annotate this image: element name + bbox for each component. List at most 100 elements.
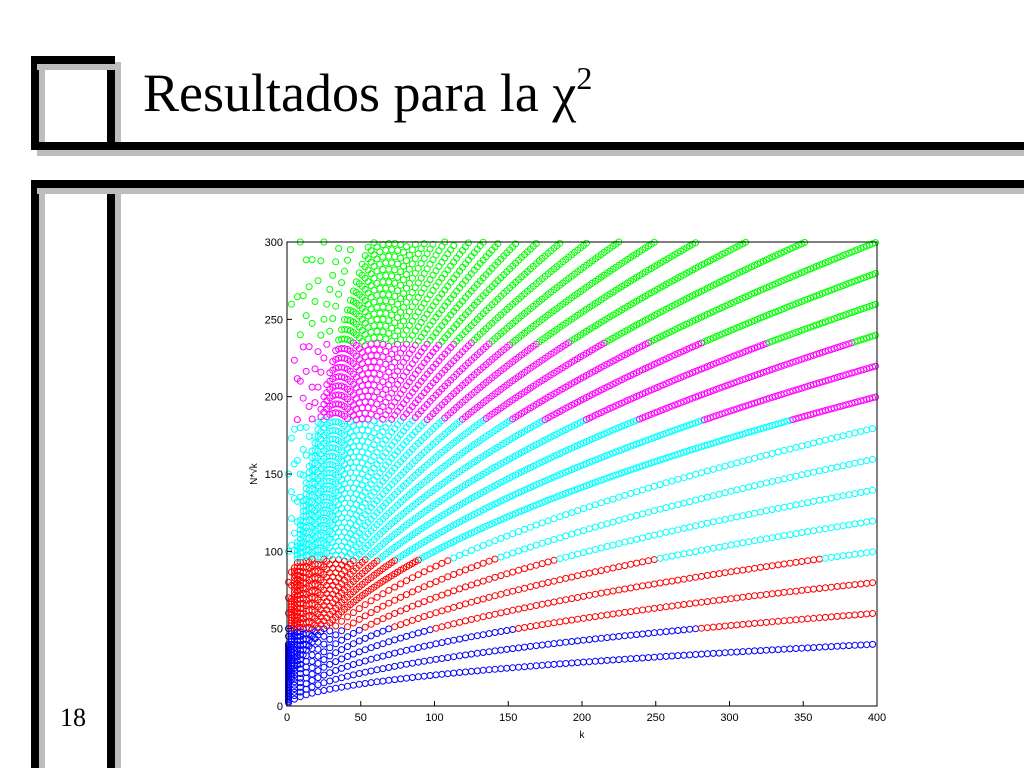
data-point: [405, 265, 413, 273]
data-point: [438, 670, 446, 678]
data-point: [358, 260, 366, 268]
data-point: [745, 538, 753, 546]
data-point: [394, 381, 402, 388]
data-point: [432, 655, 440, 663]
data-point: [317, 257, 325, 265]
data-point: [287, 300, 295, 308]
data-point: [423, 280, 431, 288]
data-point: [379, 378, 387, 386]
data-point: [320, 354, 328, 362]
data-point: [863, 518, 871, 526]
data-point: [727, 514, 735, 522]
data-point: [314, 383, 322, 391]
data-point: [408, 331, 416, 339]
data-point: [830, 315, 838, 323]
x-tick-label: 200: [573, 712, 591, 724]
data-point: [821, 613, 829, 621]
data-point: [320, 393, 328, 401]
data-point: [388, 389, 396, 397]
data-point: [774, 533, 782, 541]
data-point: [367, 632, 375, 640]
data-point: [509, 606, 517, 614]
data-point: [739, 512, 747, 520]
data-point: [308, 319, 316, 327]
data-point: [727, 622, 735, 629]
data-point: [414, 571, 422, 579]
data-point: [473, 579, 481, 587]
data-point: [361, 252, 369, 260]
data-point: [329, 573, 337, 581]
data-point: [585, 636, 593, 644]
data-point: [385, 651, 393, 659]
data-point: [644, 557, 652, 565]
data-point: [833, 493, 841, 501]
data-point: [621, 515, 629, 523]
data-point: [568, 595, 576, 603]
data-point: [715, 464, 723, 472]
data-point: [332, 400, 340, 408]
data-point: [597, 589, 605, 597]
data-point: [786, 502, 794, 510]
data-point: [816, 438, 823, 445]
data-point: [839, 492, 847, 500]
data-point: [792, 357, 800, 365]
series-N-15: [285, 239, 879, 687]
data-point: [314, 348, 322, 356]
data-point: [854, 307, 862, 314]
data-point: [721, 542, 729, 550]
data-point: [349, 661, 357, 668]
data-point: [742, 375, 750, 383]
data-point: [836, 283, 844, 291]
data-point: [751, 509, 759, 517]
data-point: [456, 551, 464, 559]
data-point: [338, 636, 346, 644]
data-point: [562, 638, 570, 646]
data-point: [639, 630, 646, 638]
data-point: [308, 664, 316, 672]
data-point: [591, 546, 599, 553]
data-point: [562, 511, 570, 519]
data-point: [585, 525, 593, 533]
data-point: [526, 642, 534, 650]
data-point: [385, 317, 393, 325]
data-point: [367, 282, 375, 290]
data-point: [739, 620, 747, 628]
data-point: [762, 591, 770, 598]
data-point: [745, 374, 753, 382]
data-point: [302, 256, 310, 264]
data-point: [821, 436, 829, 444]
data-point: [497, 553, 505, 561]
data-point: [308, 683, 316, 691]
data-point: [538, 641, 546, 649]
data-point: [751, 592, 759, 600]
data-point: [674, 501, 682, 509]
data-point: [326, 327, 334, 335]
data-point: [379, 415, 387, 423]
data-point: [532, 561, 540, 569]
data-point: [751, 537, 759, 545]
data-point: [754, 343, 761, 351]
data-point: [515, 586, 523, 594]
data-point: [866, 272, 874, 280]
data-point: [344, 633, 351, 641]
data-point: [512, 240, 520, 248]
data-point: [733, 540, 741, 548]
data-point: [745, 456, 753, 464]
data-point: [344, 623, 351, 631]
data-point: [851, 490, 859, 498]
data-point: [444, 605, 452, 613]
data-point: [695, 392, 702, 400]
series-N-70: [285, 256, 316, 602]
data-point: [456, 652, 464, 660]
data-point: [491, 610, 499, 618]
data-point: [709, 413, 717, 421]
data-point: [326, 652, 334, 660]
data-point: [692, 470, 700, 478]
data-point: [403, 271, 410, 278]
data-point: [329, 358, 337, 365]
data-point: [591, 568, 599, 576]
data-point: [320, 671, 328, 679]
data-point: [751, 372, 759, 379]
data-point: [349, 297, 357, 305]
data-point: [391, 398, 399, 406]
